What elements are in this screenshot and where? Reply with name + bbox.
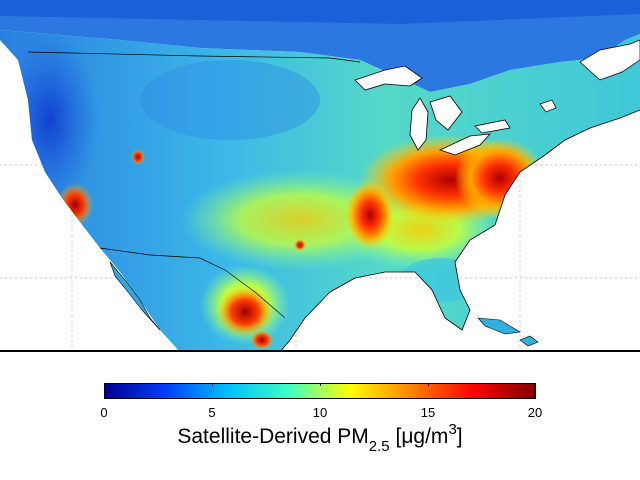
colorbar-title-unit-mu: μ	[401, 425, 414, 448]
colorbar-tick-label: 5	[208, 405, 216, 420]
colorbar-title-subscript: 2.5	[368, 438, 390, 455]
colorbar-tick-label: 15	[420, 405, 436, 420]
map-svg	[0, 0, 640, 352]
colorbar-tick	[104, 383, 105, 386]
colorbar-title-main: Satellite-Derived PM	[177, 425, 369, 448]
us-canada-border	[27, 51, 361, 63]
northeast-waters	[539, 39, 640, 113]
colorbar-tick	[428, 383, 429, 386]
canada-north	[0, 0, 640, 24]
map-frame-bottom	[0, 350, 640, 352]
colorbar-tick	[212, 383, 213, 386]
mexico-hotspot	[217, 287, 273, 337]
great-lakes	[354, 65, 511, 156]
pm25-map	[0, 0, 640, 352]
colorbar-title: Satellite-Derived PM2.5 [μg/m3]	[0, 421, 640, 455]
baja-california	[109, 261, 161, 331]
canada-region	[0, 0, 640, 92]
colorbar-title-unit-open: [	[389, 425, 402, 448]
colorbar-tick-label: 20	[527, 405, 543, 420]
colorbar-tick	[535, 383, 536, 386]
coastline	[279, 109, 640, 352]
caribbean-islands	[477, 317, 539, 347]
colorbar-tick	[320, 383, 321, 386]
colorbar-title-superscript: 3	[448, 421, 457, 438]
colorbar-tick-label: 0	[100, 405, 108, 420]
colorbar-tick-label: 10	[312, 405, 328, 420]
colorbar-title-unit-close: ]	[456, 425, 463, 448]
california-hotspot	[57, 183, 93, 227]
us-mexico-border	[99, 247, 286, 319]
colorbar-title-unit: g/m	[413, 425, 449, 448]
